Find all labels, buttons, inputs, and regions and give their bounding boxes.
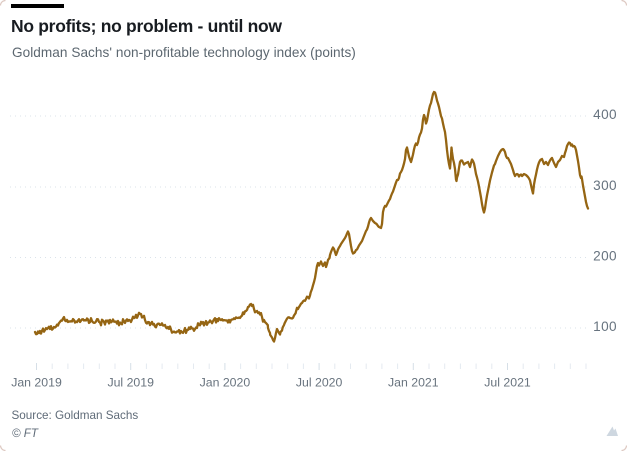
svg-text:Jan 2021: Jan 2021: [388, 376, 439, 390]
svg-text:Jul 2019: Jul 2019: [107, 376, 154, 390]
svg-text:100: 100: [593, 319, 617, 334]
svg-text:400: 400: [593, 107, 617, 122]
svg-text:300: 300: [593, 178, 617, 193]
svg-text:Jan 2020: Jan 2020: [200, 376, 251, 390]
svg-text:Jan 2019: Jan 2019: [11, 376, 62, 390]
svg-text:Jul 2020: Jul 2020: [296, 376, 343, 390]
svg-text:Jul 2021: Jul 2021: [484, 376, 531, 390]
svg-text:200: 200: [593, 249, 617, 264]
